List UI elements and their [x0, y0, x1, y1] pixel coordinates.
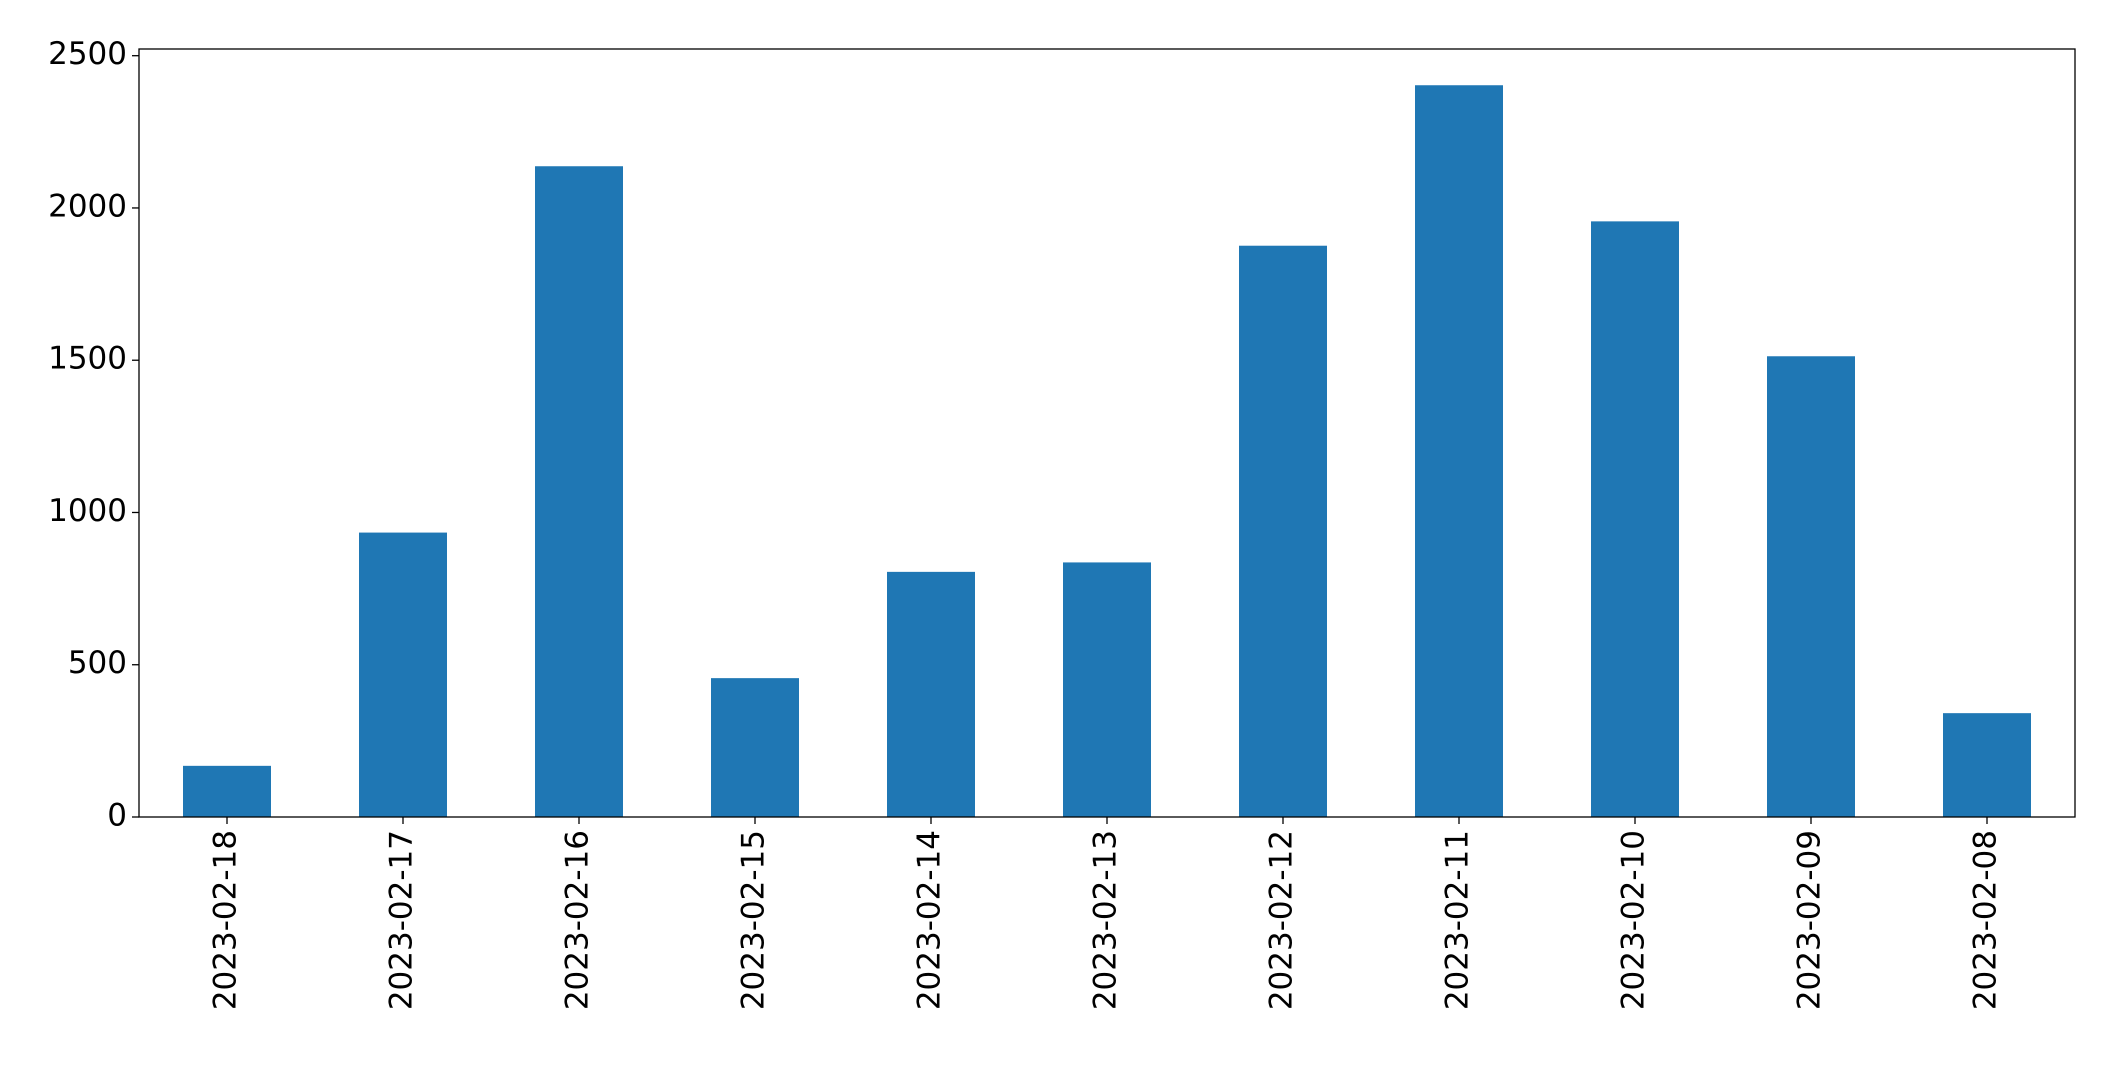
- y-tick-label: 1500: [48, 341, 127, 377]
- bar: [1591, 221, 1679, 817]
- bar: [1063, 562, 1151, 817]
- axes-frame: [138, 48, 2076, 818]
- y-tick-label: 2500: [48, 36, 127, 72]
- x-tick-label: 2023-02-13: [1088, 830, 1124, 1010]
- bar: [535, 166, 623, 817]
- bar: [1767, 356, 1855, 817]
- bar: [887, 571, 975, 817]
- y-tick-label: 2000: [48, 188, 127, 224]
- bar: [1415, 85, 1503, 817]
- x-tick-label: 2023-02-15: [736, 830, 772, 1010]
- bar: [359, 532, 447, 817]
- x-tick-label: 2023-02-09: [1792, 830, 1828, 1010]
- x-tick-label: 2023-02-14: [912, 830, 948, 1010]
- bar: [183, 765, 271, 817]
- x-tick-label: 2023-02-17: [384, 830, 420, 1010]
- bar: [1943, 713, 2031, 817]
- x-tick-label: 2023-02-12: [1264, 830, 1300, 1010]
- bar: [1239, 245, 1327, 817]
- x-tick-label: 2023-02-11: [1440, 830, 1476, 1010]
- y-tick-label: 0: [107, 798, 127, 834]
- x-tick-label: 2023-02-16: [560, 830, 596, 1010]
- y-tick-label: 1000: [48, 493, 127, 529]
- bar: [711, 678, 799, 817]
- x-tick-label: 2023-02-08: [1968, 830, 2004, 1010]
- x-tick-label: 2023-02-10: [1616, 830, 1652, 1010]
- y-tick-label: 500: [68, 645, 127, 681]
- x-tick-label: 2023-02-18: [208, 830, 244, 1010]
